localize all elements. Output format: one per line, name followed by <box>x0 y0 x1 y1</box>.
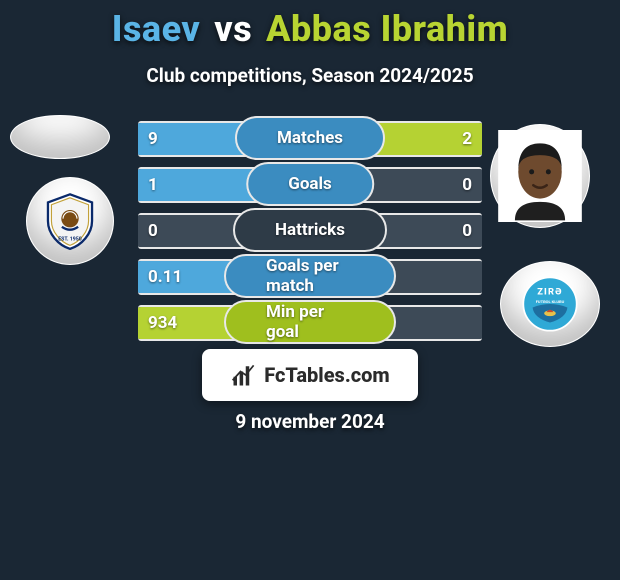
title-right-name: Abbas Ibrahim <box>266 8 508 50</box>
footer-brand-card[interactable]: FcTables.com <box>202 349 418 401</box>
footer-brand-text: FcTables.com <box>264 363 389 387</box>
stat-label-pill: Matches <box>235 116 385 160</box>
stat-label-pill: Hattricks <box>233 208 387 252</box>
stat-row: 92Matches <box>138 121 482 157</box>
date-text: 9 november 2024 <box>0 410 620 433</box>
stat-right-value: 2 <box>462 129 472 149</box>
stat-row: 00Hattricks <box>138 213 482 249</box>
stat-label-pill: Goals <box>246 162 374 206</box>
player-left-avatar <box>10 115 110 159</box>
shield-icon: EST. 1950 <box>41 192 99 250</box>
stat-left-value: 0 <box>148 221 158 241</box>
club-badge-icon: ZIRƏ FUTBOL KLUBU <box>521 275 579 333</box>
stat-row: 10Goals <box>138 167 482 203</box>
stat-left-value: 9 <box>148 129 158 149</box>
person-icon <box>497 130 583 222</box>
svg-text:EST. 1950: EST. 1950 <box>58 237 82 243</box>
svg-text:ZIRƏ: ZIRƏ <box>537 287 562 298</box>
stat-right-value: 0 <box>462 221 472 241</box>
player-right-avatar <box>490 124 590 228</box>
stat-right-value: 0 <box>462 175 472 195</box>
stat-label-pill: Goals per match <box>224 254 396 298</box>
stat-left-value: 934 <box>148 313 177 333</box>
stat-left-value: 0.11 <box>148 267 182 287</box>
club-left-badge: EST. 1950 <box>26 177 114 265</box>
title-left-name: Isaev <box>112 8 201 50</box>
title-vs: vs <box>214 8 252 50</box>
page-title-wrap: Isaev vs Abbas Ibrahim <box>0 0 620 50</box>
club-right-badge: ZIRƏ FUTBOL KLUBU <box>500 261 600 347</box>
stat-left-value: 1 <box>148 175 158 195</box>
stat-label-pill: Min per goal <box>224 300 396 344</box>
bar-chart-icon <box>230 361 258 389</box>
subtitle: Club competitions, Season 2024/2025 <box>0 64 620 87</box>
stat-row: 934Min per goal <box>138 305 482 341</box>
stat-row: 0.11Goals per match <box>138 259 482 295</box>
svg-text:FUTBOL KLUBU: FUTBOL KLUBU <box>536 299 565 304</box>
